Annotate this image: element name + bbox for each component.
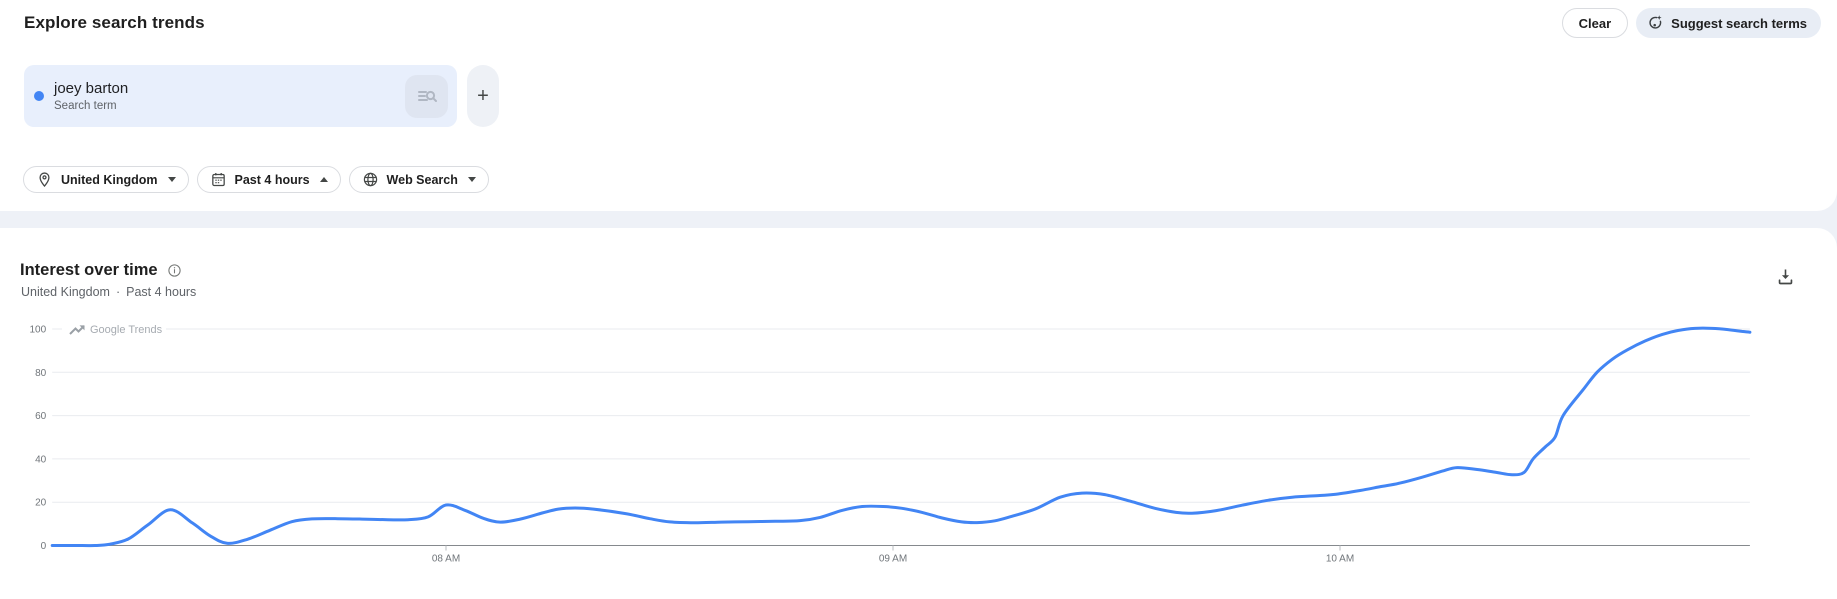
- calendar-icon: [210, 171, 227, 188]
- chart-title: Interest over time: [20, 261, 158, 279]
- filters-row: United Kingdom Past 4 hours: [23, 166, 489, 193]
- suggest-search-terms-button[interactable]: Suggest search terms: [1636, 8, 1821, 38]
- sparkle-suggest-icon: [1646, 14, 1664, 32]
- svg-text:09 AM: 09 AM: [879, 554, 907, 565]
- svg-text:60: 60: [35, 411, 47, 422]
- interest-over-time-chart[interactable]: 0 20 40 60 80 100 08 AM 09 AM 10 AM Google Trends: [20, 315, 1800, 577]
- svg-text:80: 80: [35, 368, 47, 379]
- google-trends-watermark: Google Trends: [90, 324, 163, 336]
- search-term-chip[interactable]: joey barton Search term: [24, 65, 457, 127]
- plus-icon: +: [477, 85, 489, 107]
- interest-over-time-section: Interest over time United Kingdom · Past…: [0, 228, 1837, 599]
- download-chart-button[interactable]: [1773, 264, 1797, 288]
- chart-info-button[interactable]: [167, 263, 182, 278]
- download-icon: [1775, 266, 1796, 287]
- search-type-filter-dropdown[interactable]: Web Search: [348, 166, 489, 193]
- suggest-button-label: Suggest search terms: [1671, 15, 1807, 31]
- globe-icon: [362, 171, 379, 188]
- manage-search-icon: [415, 84, 439, 108]
- search-type-filter-label: Web Search: [386, 172, 458, 187]
- search-term-text: joey barton Search term: [54, 80, 128, 112]
- svg-text:10 AM: 10 AM: [1326, 554, 1354, 565]
- svg-text:100: 100: [30, 325, 47, 336]
- svg-text:08 AM: 08 AM: [432, 554, 460, 565]
- top-actions: Clear Suggest search terms: [1561, 8, 1821, 38]
- subtitle-time-range: Past 4 hours: [126, 285, 197, 299]
- time-range-filter-dropdown[interactable]: Past 4 hours: [196, 166, 341, 193]
- chart-header: Interest over time: [20, 261, 182, 280]
- add-comparison-button[interactable]: +: [467, 65, 499, 127]
- info-icon: [167, 263, 182, 278]
- region-filter-label: United Kingdom: [61, 172, 158, 187]
- series-color-dot: [34, 91, 44, 101]
- location-pin-icon: [36, 171, 53, 188]
- page-title: Explore search trends: [24, 13, 205, 32]
- chevron-down-icon: [467, 177, 476, 182]
- region-filter-dropdown[interactable]: United Kingdom: [23, 166, 189, 193]
- time-range-filter-label: Past 4 hours: [234, 172, 310, 187]
- search-term-type-label: Search term: [54, 100, 117, 112]
- svg-text:20: 20: [35, 498, 47, 509]
- explore-controls-section: Explore search trends Clear Suggest sear…: [0, 0, 1837, 211]
- trend-line-joey-barton: [50, 326, 1752, 548]
- search-term-value: joey barton: [54, 80, 129, 97]
- search-options-button[interactable]: [405, 74, 448, 118]
- search-terms-row: joey barton Search term +: [24, 65, 499, 127]
- chevron-up-icon: [319, 177, 328, 182]
- chevron-down-icon: [167, 177, 176, 182]
- clear-button[interactable]: Clear: [1561, 8, 1629, 38]
- section-divider-band: [0, 211, 1837, 228]
- subtitle-region: United Kingdom: [21, 285, 110, 299]
- svg-text:40: 40: [35, 454, 47, 465]
- subtitle-separator: ·: [115, 285, 121, 299]
- svg-text:0: 0: [41, 541, 47, 552]
- chart-subtitle: United Kingdom · Past 4 hours: [21, 285, 196, 299]
